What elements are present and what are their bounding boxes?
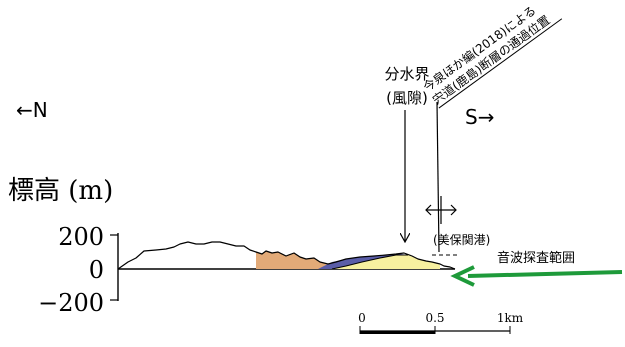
fault-label-underline: [438, 18, 563, 109]
unit-boundary: [331, 254, 408, 270]
scale-bar-black-segment: [360, 331, 435, 334]
y-tick-label-200: 200: [58, 223, 104, 251]
purple-geologic-unit: [318, 254, 404, 269]
south-direction-label: S→: [465, 105, 494, 129]
sonar-survey-arrowhead: [450, 265, 475, 287]
fault-leader-line: [436, 101, 440, 253]
port-label: (美保関港): [433, 233, 490, 247]
y-tick-label-0: 0: [89, 256, 104, 284]
scale-label-0-5: 0.5: [425, 311, 444, 325]
fault-range-left-arrowhead: [425, 204, 432, 216]
watershed-divide-label: 分水界: [384, 65, 429, 83]
elevation-axis-title: 標高 (m): [8, 176, 113, 206]
wind-gap-label: (風隙): [386, 89, 428, 107]
north-direction-label: ←N: [16, 98, 48, 122]
scale-label-0: 0: [358, 311, 366, 325]
sonar-survey-label: 音波探査範囲: [497, 250, 575, 266]
sonar-survey-arrow-shaft: [467, 270, 623, 278]
orange-geologic-unit: [256, 251, 344, 269]
y-tick-label-minus-200: −200: [38, 289, 104, 317]
yellow-geologic-unit: [332, 255, 440, 269]
fault-annotation: 今泉ほか編(2018)による 宍道(鹿島)断層の通過位置: [420, 3, 563, 109]
fault-range-right-arrowhead: [450, 204, 457, 216]
terrain-profile: [117, 241, 456, 270]
scale-label-1km: 1km: [497, 311, 524, 325]
fault-name-label: 宍道(鹿島)断層の通過位置: [429, 12, 552, 107]
